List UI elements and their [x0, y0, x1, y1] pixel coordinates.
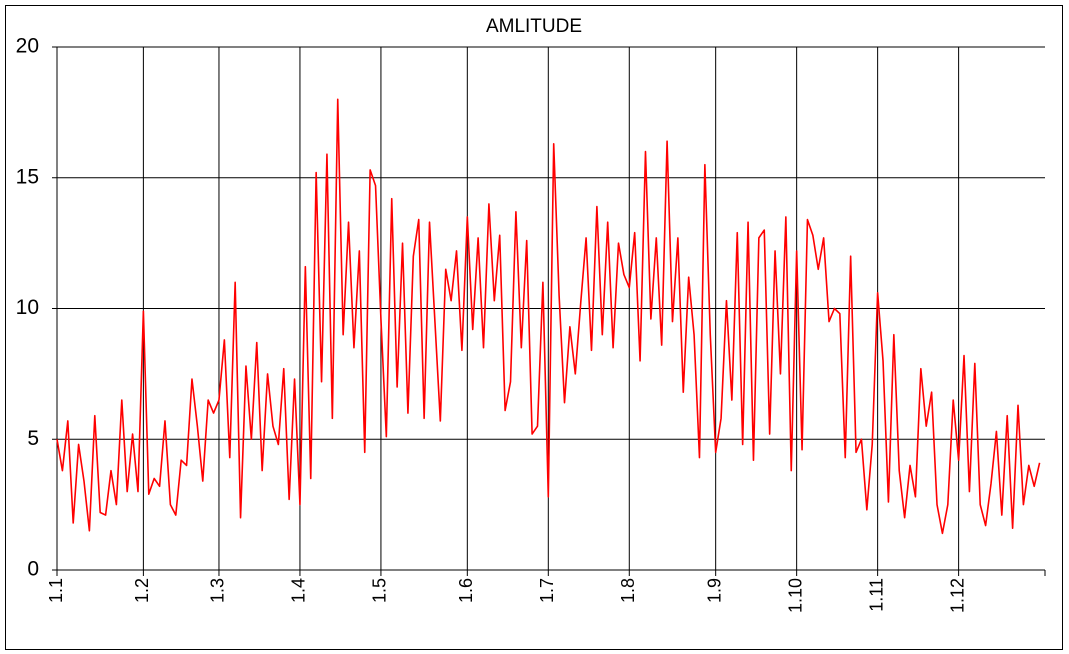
y-tick-label: 0 — [27, 558, 39, 581]
x-tick-label: 1.8 — [618, 578, 638, 603]
x-tick-label: 1.2 — [132, 578, 152, 603]
y-tick-label: 5 — [27, 427, 39, 450]
x-tick-label: 1.10 — [785, 578, 805, 613]
x-tick-label: 1.5 — [370, 578, 390, 603]
y-tick-label: 20 — [16, 35, 39, 58]
x-tick-label: 1.4 — [289, 578, 309, 603]
x-tick-label: 1.6 — [456, 578, 476, 603]
chart-title: AMLITUDE — [486, 16, 582, 37]
x-tick-label: 1.7 — [537, 578, 557, 603]
chart-border — [5, 5, 1063, 650]
data-line — [56, 98, 1041, 535]
x-tick-label: 1.3 — [208, 578, 228, 603]
x-tick-label: 1.1 — [46, 578, 66, 603]
y-tick-label: 10 — [16, 296, 39, 319]
y-tick-label: 15 — [16, 165, 39, 188]
x-tick-label: 1.9 — [704, 578, 724, 603]
x-tick-label: 1.12 — [947, 578, 967, 613]
x-tick-label: 1.11 — [866, 578, 886, 612]
